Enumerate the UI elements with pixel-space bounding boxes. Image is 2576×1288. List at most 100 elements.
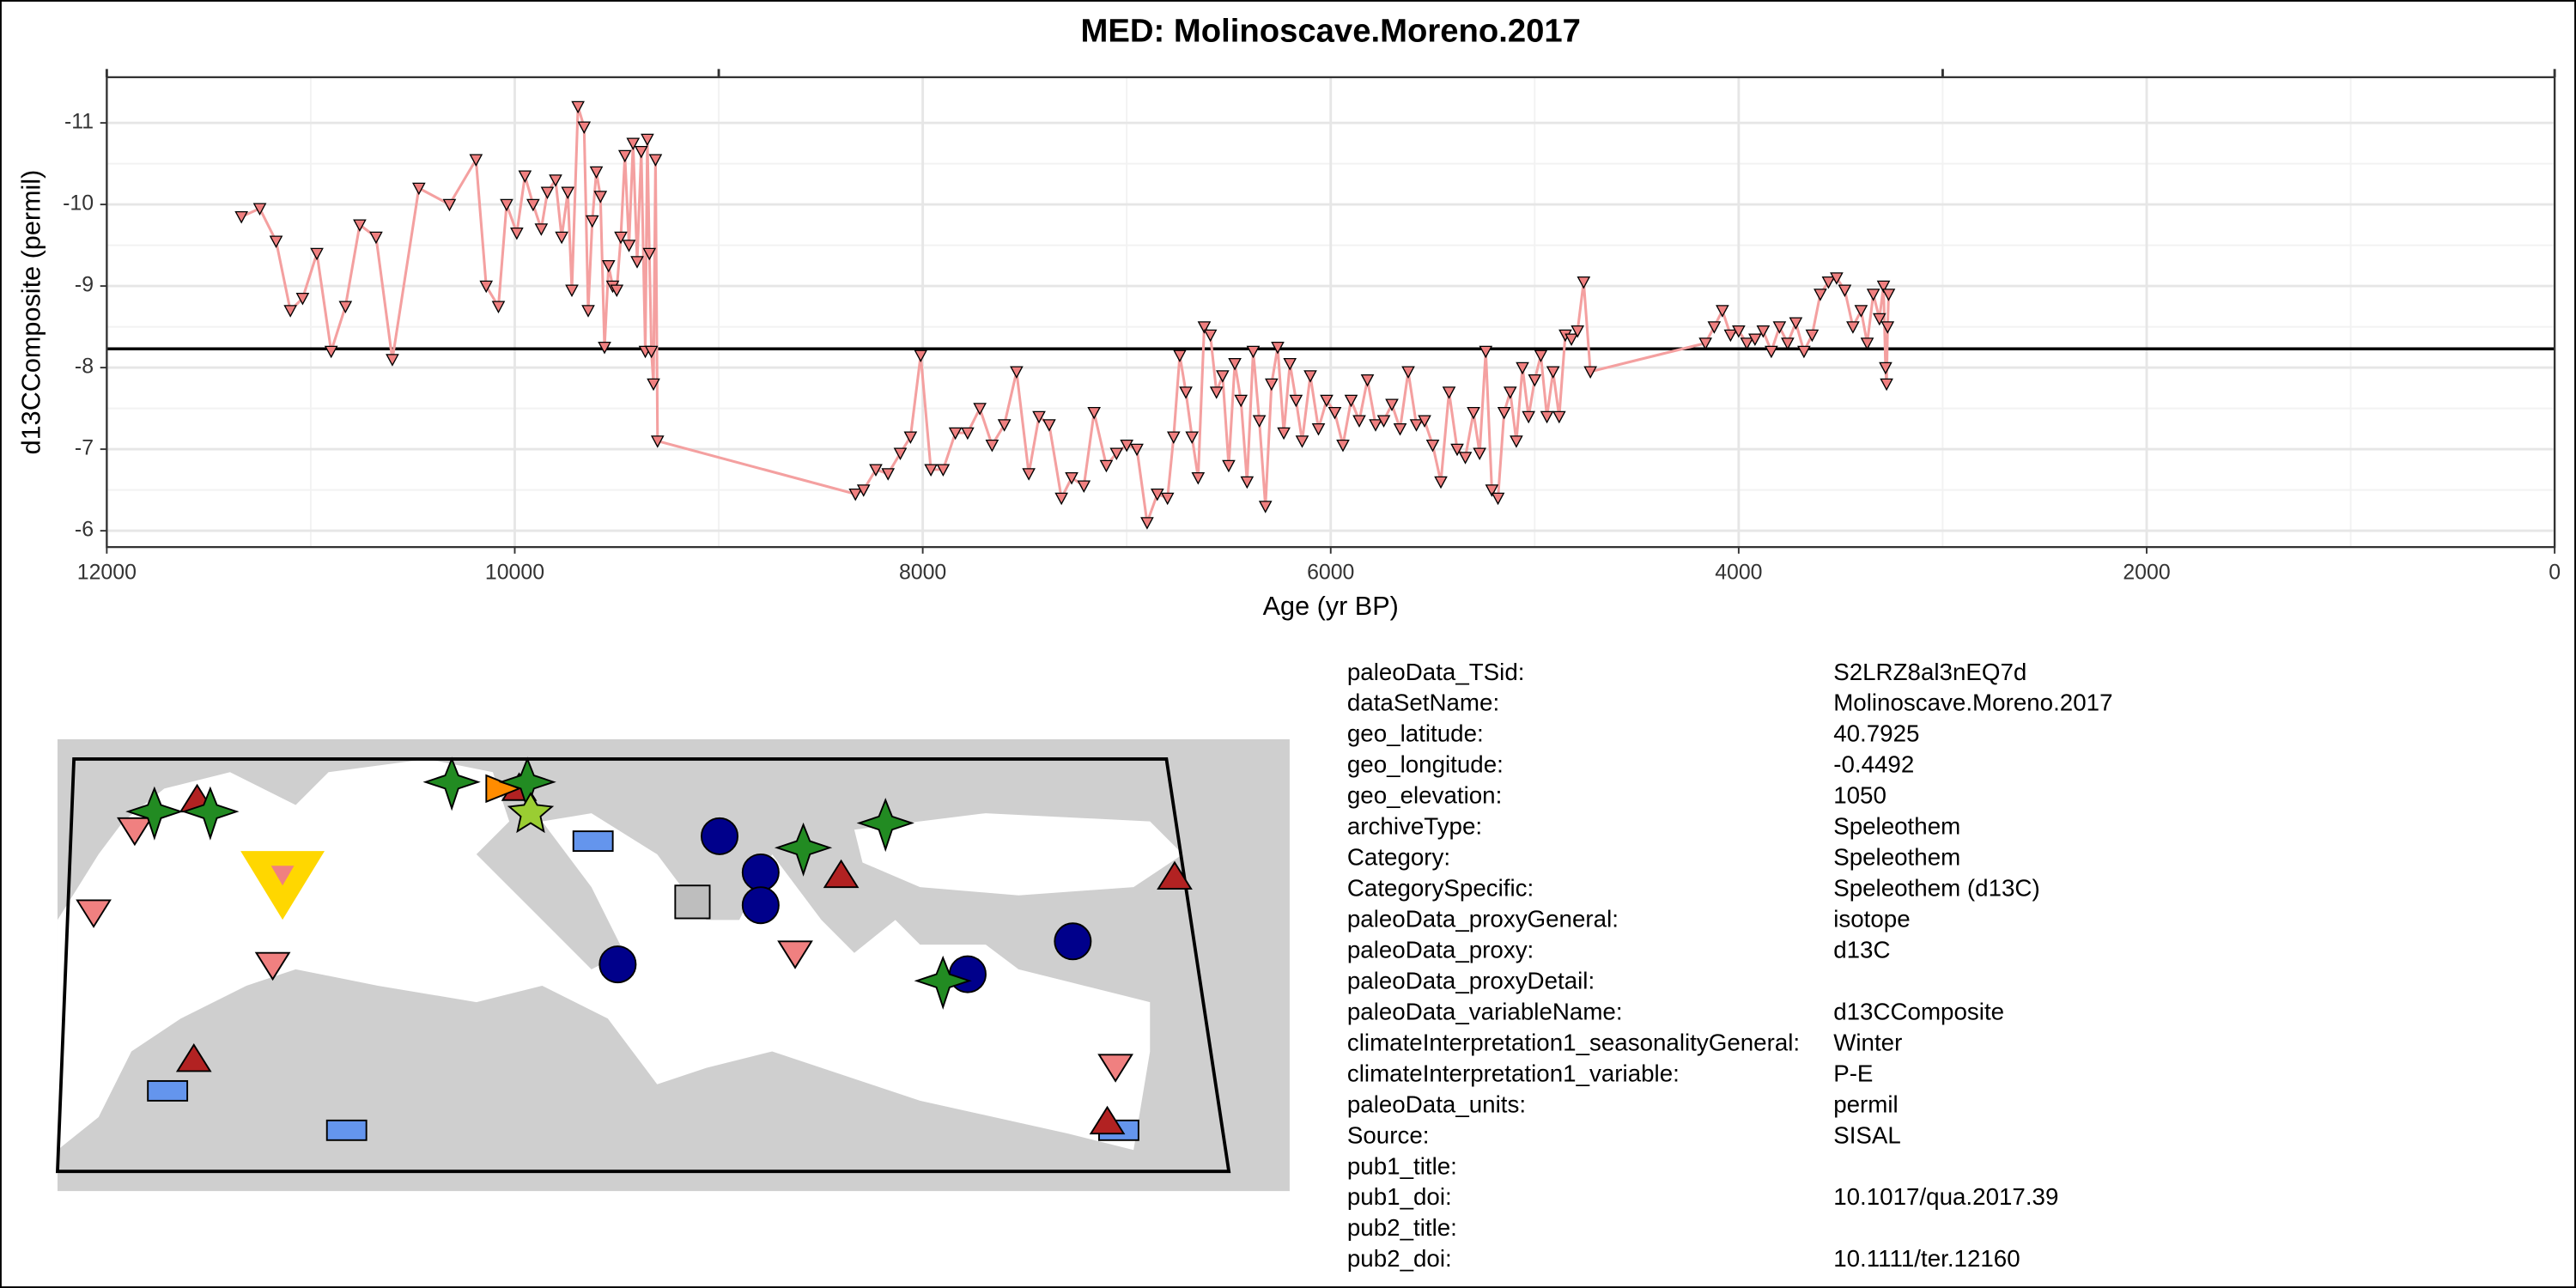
data-point: [1271, 341, 1285, 355]
data-point: [641, 133, 654, 147]
x-axis-label: Age (yr BP): [1263, 592, 1399, 621]
data-point: [1054, 492, 1068, 506]
data-point: [1781, 337, 1795, 350]
data-point: [510, 227, 524, 240]
data-point: [1854, 305, 1868, 318]
data-point: [1830, 272, 1844, 285]
data-point: [626, 137, 641, 150]
site-marker: [823, 859, 860, 889]
data-point: [903, 431, 918, 444]
site-marker: [1157, 860, 1193, 890]
site-marker: [325, 1119, 368, 1141]
data-point: [1516, 361, 1529, 375]
y-tick-label: -9: [75, 273, 94, 297]
data-point: [252, 203, 267, 216]
data-point: [1866, 289, 1880, 301]
metadata-value: d13C: [1833, 936, 1890, 963]
data-point: [1311, 422, 1326, 436]
data-point: [1360, 374, 1375, 387]
metadata-key: paleoData_proxyDetail:: [1347, 967, 1595, 993]
metadata-value: Speleothem (d13C): [1833, 875, 2040, 902]
data-point: [1216, 370, 1230, 383]
data-point: [1173, 349, 1187, 362]
data-point: [1577, 276, 1591, 289]
data-point: [283, 305, 297, 318]
data-point: [1814, 289, 1827, 301]
data-point: [1185, 431, 1200, 444]
data-point: [622, 240, 636, 252]
metadata-table: paleoData_TSid: S2LRZ8al3nEQ7d dataSetName…: [1347, 659, 2113, 1272]
data-point: [1707, 321, 1722, 334]
site-marker: [701, 817, 739, 855]
data-point: [1467, 406, 1480, 420]
data-point: [1772, 321, 1787, 334]
site-marker: [1097, 1054, 1133, 1083]
metadata-value: Winter: [1833, 1029, 1902, 1055]
site-marker: [181, 786, 240, 841]
data-point: [1698, 337, 1712, 350]
data-point: [324, 345, 338, 359]
data-point: [1821, 276, 1836, 289]
metadata-key: pub1_title:: [1347, 1152, 1457, 1179]
data-point: [1228, 357, 1242, 371]
data-point: [1246, 345, 1261, 359]
site-marker: [914, 955, 972, 1010]
data-point: [1485, 484, 1499, 497]
x-tick-label: 2000: [2123, 560, 2170, 584]
site-marker: [572, 830, 614, 853]
data-point: [1442, 386, 1456, 399]
data-point: [598, 341, 611, 355]
plot-area: 12000 10000 8000 6000 4000 2000 0 -11 -10 -9 -8 -7 -…: [63, 69, 2561, 584]
metadata-key: pub2_title:: [1347, 1214, 1457, 1241]
data-point: [1130, 443, 1144, 457]
data-point: [1876, 280, 1891, 294]
metadata-value: SISAL: [1833, 1121, 1901, 1148]
data-point: [1510, 435, 1523, 448]
site-marker: [774, 822, 833, 877]
metadata-key: paleoData_proxy:: [1347, 936, 1534, 963]
data-point: [534, 223, 549, 236]
site-marker: [1089, 1105, 1126, 1135]
data-point: [614, 231, 628, 245]
data-point: [1077, 480, 1091, 493]
data-point: [1838, 284, 1852, 297]
site-marker: [948, 955, 987, 993]
data-point: [881, 468, 896, 481]
data-point: [1167, 431, 1181, 444]
data-point: [1065, 471, 1078, 485]
x-tick-label: 12000: [77, 560, 137, 584]
site-marker: [598, 945, 637, 984]
data-point: [1320, 394, 1334, 408]
data-point: [1479, 345, 1493, 359]
data-point: [1295, 435, 1309, 448]
metadata-value: 10.1111/ter.12160: [1833, 1245, 2020, 1272]
data-point: [353, 219, 367, 232]
x-tick-label: 4000: [1715, 560, 1762, 584]
site-marker: [507, 792, 555, 834]
metadata-key: pub1_doi:: [1347, 1183, 1452, 1210]
data-point: [479, 280, 494, 294]
data-point: [650, 435, 665, 448]
y-tick-label: -10: [63, 191, 94, 216]
metadata-key: geo_longitude:: [1347, 751, 1504, 778]
metadata-value: Speleothem: [1833, 813, 1960, 840]
data-point: [924, 464, 938, 477]
data-point: [310, 247, 324, 261]
data-point: [1534, 349, 1548, 362]
metadata-value: 40.7925: [1833, 720, 1919, 747]
data-point: [518, 170, 532, 183]
data-point: [1258, 501, 1273, 513]
metadata-key: pub2_doi:: [1347, 1245, 1452, 1272]
data-point: [571, 100, 585, 114]
site-marker: [117, 817, 153, 847]
data-point: [1497, 406, 1511, 420]
data-point: [1376, 415, 1391, 428]
data-point: [1160, 492, 1175, 506]
data-point: [561, 186, 575, 199]
data-point: [1032, 410, 1046, 424]
data-point: [1546, 366, 1560, 379]
metadata-key: climateInterpretation1_variable:: [1347, 1060, 1680, 1086]
site-marker: [270, 866, 295, 886]
data-point: [630, 256, 644, 269]
data-point: [469, 154, 483, 167]
